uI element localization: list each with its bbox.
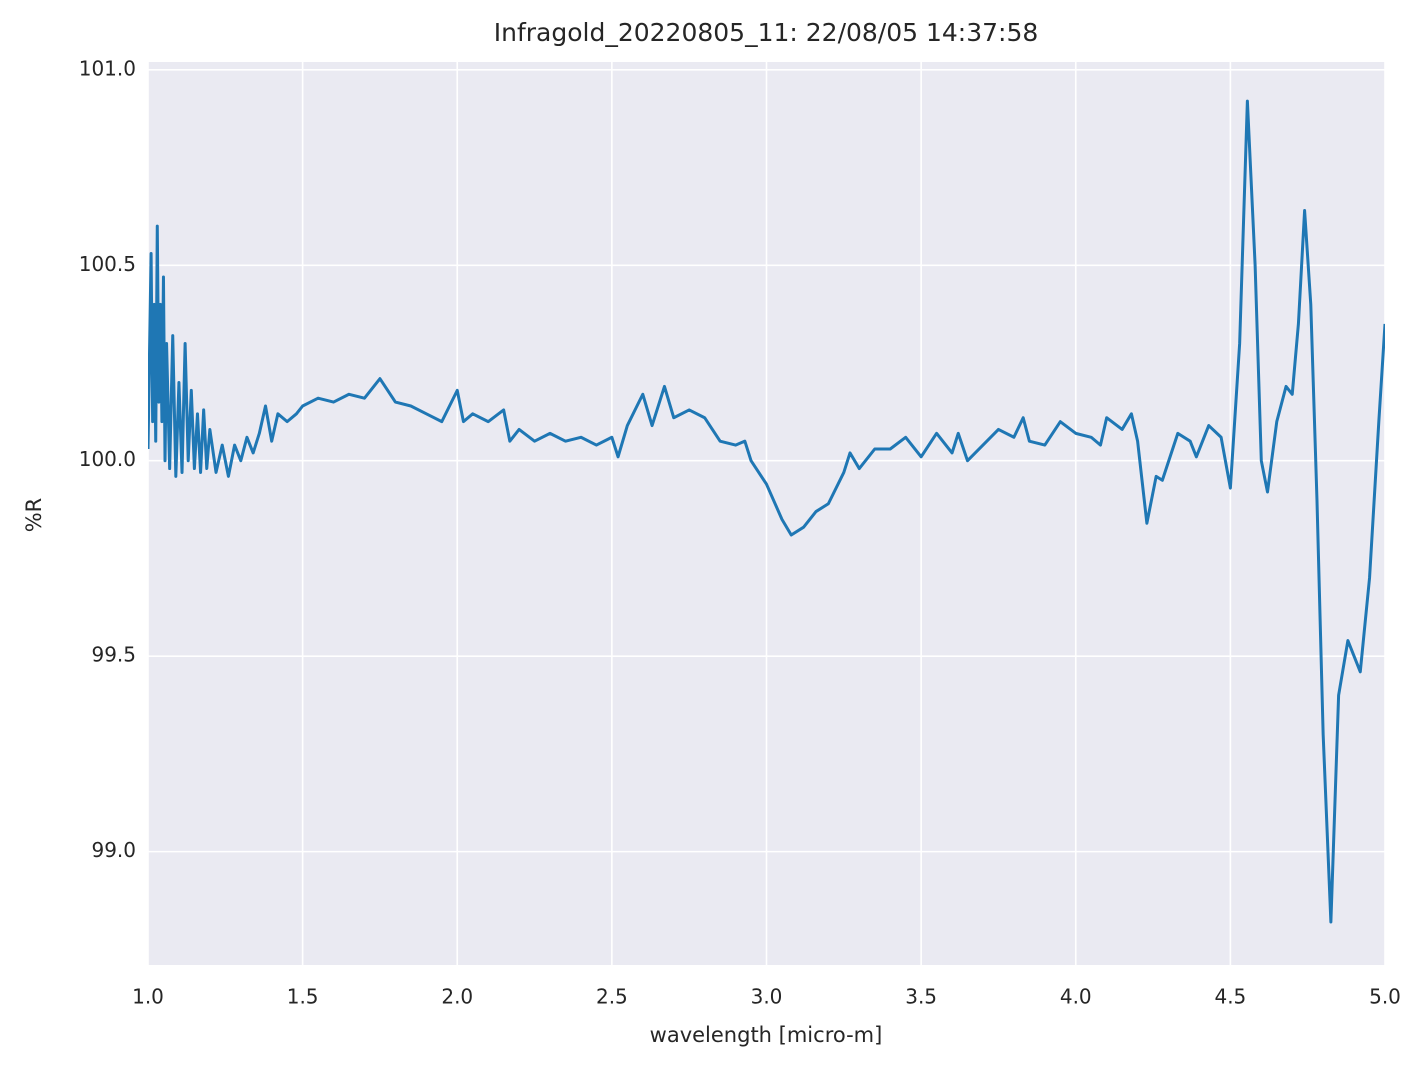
y-tick-label: 101.0 (79, 56, 136, 80)
grid (147, 62, 1386, 965)
x-tick-label: 3.0 (751, 985, 783, 1009)
y-tick-label: 100.0 (79, 447, 136, 471)
x-tick-label: 2.5 (596, 985, 628, 1009)
y-tick-label: 99.5 (91, 643, 136, 667)
y-tick-label: 99.0 (91, 838, 136, 862)
x-tick-label: 1.0 (132, 985, 164, 1009)
y-tick-label: 100.5 (79, 252, 136, 276)
chart-title: Infragold_20220805_11: 22/08/05 14:37:58 (494, 18, 1039, 47)
y-axis-label: %R (22, 498, 46, 533)
labels: 1.0 1.5 2.0 2.5 3.0 3.5 4.0 4.5 5.0 99.0 99.5 100.0… (79, 56, 1401, 1008)
data-line (148, 99, 1385, 924)
x-tick-label: 4.5 (1214, 985, 1246, 1009)
x-tick-label: 5.0 (1369, 985, 1401, 1009)
x-tick-label: 1.5 (287, 985, 319, 1009)
x-tick-label: 2.0 (441, 985, 473, 1009)
x-tick-label: 4.0 (1060, 985, 1092, 1009)
x-tick-label: 3.5 (905, 985, 937, 1009)
x-axis-label: wavelength [micro-m] (650, 1023, 883, 1047)
marks (148, 99, 1385, 924)
